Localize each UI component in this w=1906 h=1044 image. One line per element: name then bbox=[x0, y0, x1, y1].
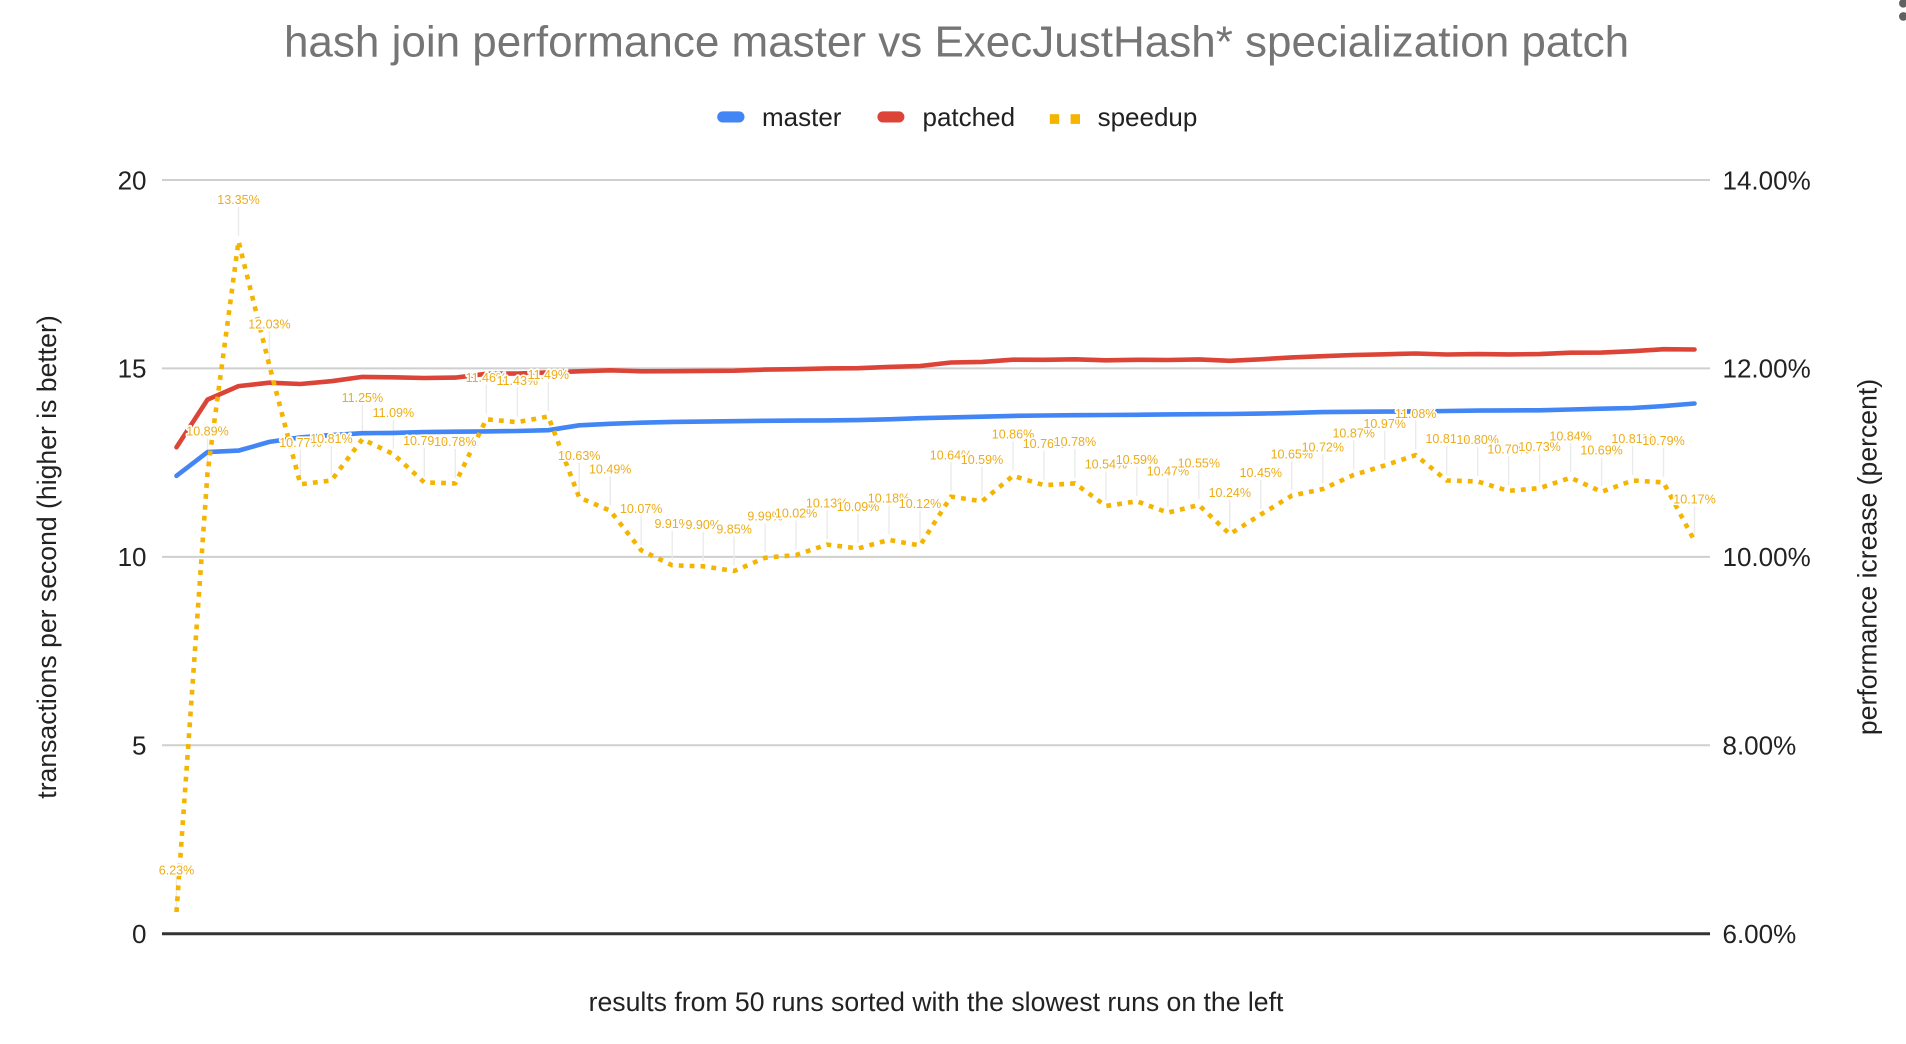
svg-text:10.45%: 10.45% bbox=[1240, 466, 1282, 480]
svg-text:10.07%: 10.07% bbox=[620, 502, 662, 516]
svg-text:results from 50 runs sorted wi: results from 50 runs sorted with the slo… bbox=[589, 987, 1284, 1017]
svg-text:10.97%: 10.97% bbox=[1363, 417, 1405, 431]
svg-text:10.76%: 10.76% bbox=[1023, 437, 1065, 451]
svg-text:10.59%: 10.59% bbox=[1116, 453, 1158, 467]
svg-text:speedup: speedup bbox=[1098, 102, 1198, 132]
svg-text:0: 0 bbox=[132, 919, 146, 949]
svg-text:11.25%: 11.25% bbox=[342, 391, 383, 405]
svg-text:10.78%: 10.78% bbox=[1054, 435, 1096, 449]
svg-text:10.18%: 10.18% bbox=[868, 492, 910, 506]
svg-text:10.87%: 10.87% bbox=[1332, 427, 1374, 441]
svg-text:10.89%: 10.89% bbox=[186, 425, 228, 439]
svg-text:10.59%: 10.59% bbox=[961, 453, 1003, 467]
svg-text:20: 20 bbox=[118, 165, 147, 195]
svg-text:10.24%: 10.24% bbox=[1209, 486, 1251, 500]
svg-text:10.00%: 10.00% bbox=[1723, 542, 1811, 572]
svg-text:10.64%: 10.64% bbox=[930, 448, 972, 462]
svg-text:11.46%: 11.46% bbox=[466, 371, 507, 385]
svg-text:10.02%: 10.02% bbox=[775, 507, 817, 521]
svg-text:9.91%: 9.91% bbox=[654, 517, 689, 531]
svg-text:10.79%: 10.79% bbox=[403, 434, 445, 448]
svg-text:10.81%: 10.81% bbox=[310, 432, 352, 446]
svg-text:10.86%: 10.86% bbox=[992, 428, 1034, 442]
svg-text:11.49%: 11.49% bbox=[528, 368, 569, 382]
svg-text:12.00%: 12.00% bbox=[1723, 354, 1811, 384]
svg-text:10.54%: 10.54% bbox=[1085, 458, 1127, 472]
svg-text:9.99%: 9.99% bbox=[747, 510, 782, 524]
svg-text:10.79%: 10.79% bbox=[1642, 434, 1684, 448]
svg-text:10.09%: 10.09% bbox=[837, 500, 879, 514]
svg-text:10.70%: 10.70% bbox=[1487, 443, 1529, 457]
svg-text:15: 15 bbox=[118, 354, 147, 384]
svg-text:9.85%: 9.85% bbox=[716, 523, 751, 537]
svg-text:11.43%: 11.43% bbox=[497, 374, 538, 388]
svg-text:transactions per second (highe: transactions per second (higher is bette… bbox=[32, 315, 62, 798]
svg-text:10.72%: 10.72% bbox=[1302, 441, 1344, 455]
svg-text:10.77%: 10.77% bbox=[279, 436, 321, 450]
svg-text:5: 5 bbox=[132, 731, 146, 761]
svg-text:10.78%: 10.78% bbox=[434, 435, 476, 449]
svg-text:10.81%: 10.81% bbox=[1611, 432, 1653, 446]
svg-text:patched: patched bbox=[923, 102, 1016, 132]
svg-text:11.09%: 11.09% bbox=[373, 406, 414, 420]
svg-text:10.47%: 10.47% bbox=[1147, 464, 1189, 478]
svg-text:hash join performance master v: hash join performance master vs ExecJust… bbox=[284, 18, 1629, 67]
svg-text:10.84%: 10.84% bbox=[1549, 429, 1591, 443]
svg-text:12.03%: 12.03% bbox=[248, 317, 290, 331]
svg-text:10.80%: 10.80% bbox=[1456, 433, 1498, 447]
svg-text:9.90%: 9.90% bbox=[685, 518, 720, 532]
svg-text:10.49%: 10.49% bbox=[589, 462, 631, 476]
svg-text:10.69%: 10.69% bbox=[1580, 444, 1622, 458]
svg-text:10.55%: 10.55% bbox=[1178, 457, 1220, 471]
svg-text:performance icrease (percent): performance icrease (percent) bbox=[1852, 379, 1882, 735]
svg-text:10.12%: 10.12% bbox=[899, 497, 941, 511]
svg-text:6.00%: 6.00% bbox=[1723, 919, 1797, 949]
svg-text:10.17%: 10.17% bbox=[1673, 493, 1715, 507]
svg-text:master: master bbox=[762, 102, 842, 132]
svg-text:10.65%: 10.65% bbox=[1271, 447, 1313, 461]
svg-text:10.13%: 10.13% bbox=[806, 496, 848, 510]
svg-text:8.00%: 8.00% bbox=[1723, 731, 1797, 761]
svg-text:6.23%: 6.23% bbox=[159, 864, 194, 878]
svg-text:10.63%: 10.63% bbox=[558, 449, 600, 463]
svg-text:14.00%: 14.00% bbox=[1723, 165, 1811, 195]
svg-text:10.73%: 10.73% bbox=[1518, 440, 1560, 454]
svg-text:10: 10 bbox=[118, 542, 147, 572]
svg-text:10.81%: 10.81% bbox=[1425, 432, 1467, 446]
svg-text:13.35%: 13.35% bbox=[217, 193, 259, 207]
svg-text:11.08%: 11.08% bbox=[1395, 407, 1436, 421]
